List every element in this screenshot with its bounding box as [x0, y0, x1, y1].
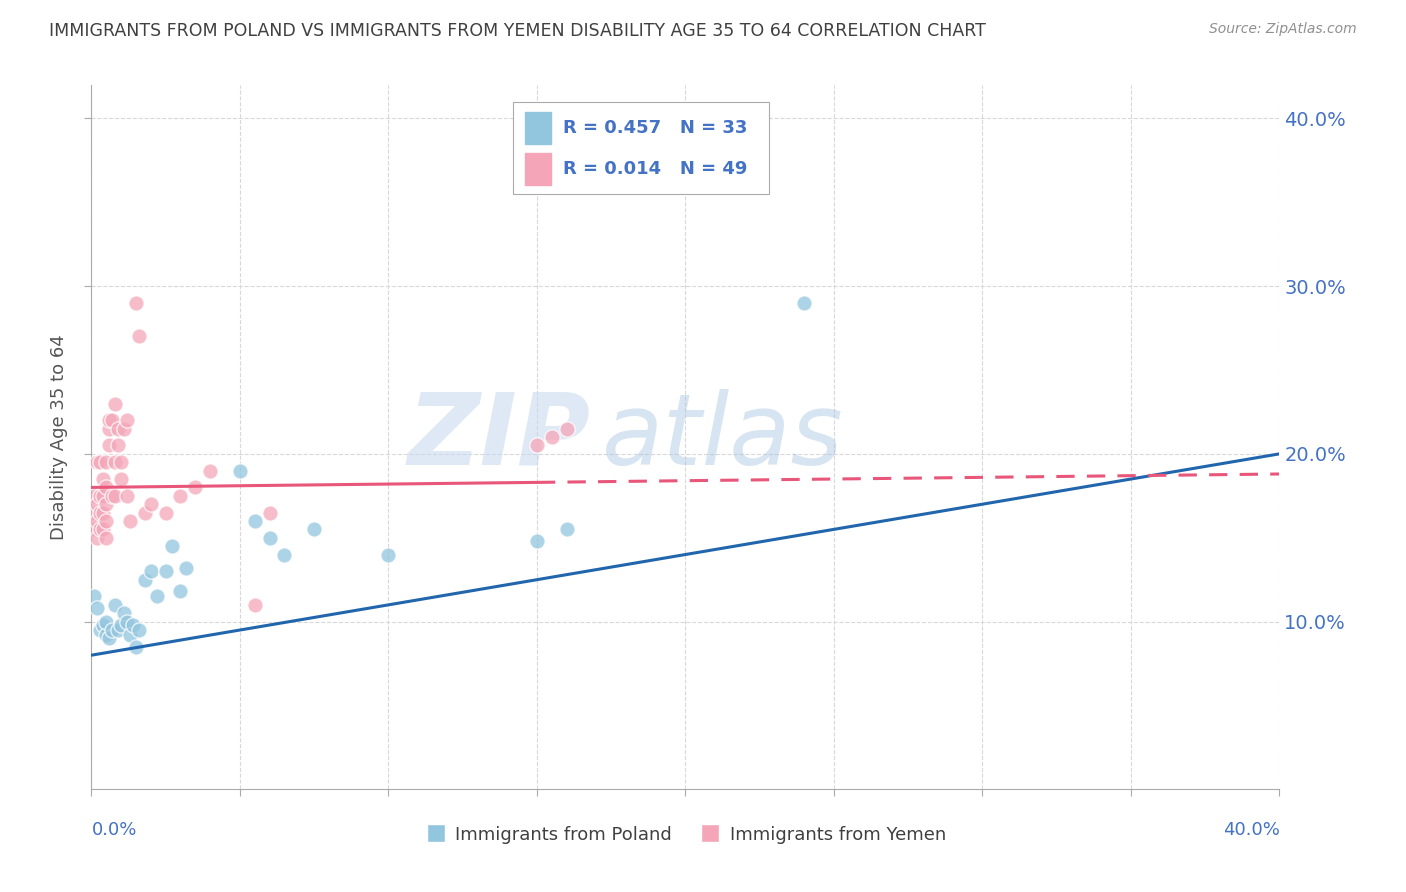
Point	[96, 455, 118, 469]
Point	[98, 413, 121, 427]
Point	[145, 590, 167, 604]
Point	[89, 455, 111, 469]
Point	[83, 590, 105, 604]
Point	[229, 464, 252, 478]
Point	[112, 422, 135, 436]
FancyBboxPatch shape	[513, 103, 769, 194]
Text: 0.0%: 0.0%	[91, 822, 136, 839]
Point	[96, 615, 118, 629]
Point	[104, 396, 127, 410]
Point	[169, 489, 191, 503]
Point	[96, 480, 118, 494]
Point	[118, 514, 141, 528]
Point	[91, 618, 114, 632]
Point	[107, 422, 129, 436]
Point	[89, 522, 111, 536]
Point	[134, 573, 156, 587]
Point	[793, 296, 815, 310]
Point	[540, 430, 562, 444]
Point	[139, 497, 162, 511]
Point	[104, 455, 127, 469]
Point	[110, 618, 132, 632]
Point	[104, 598, 127, 612]
Point	[83, 522, 105, 536]
Bar	[524, 112, 551, 144]
Point	[118, 628, 141, 642]
Point	[110, 455, 132, 469]
Point	[110, 472, 132, 486]
Point	[107, 438, 129, 452]
Point	[128, 623, 150, 637]
Point	[89, 489, 111, 503]
Point	[176, 561, 198, 575]
Point	[86, 514, 108, 528]
Point	[184, 480, 207, 494]
Point	[96, 497, 118, 511]
Point	[243, 598, 266, 612]
Point	[134, 506, 156, 520]
Point	[128, 329, 150, 343]
Point	[125, 640, 148, 654]
Text: atlas: atlas	[602, 389, 844, 485]
Point	[98, 438, 121, 452]
Point	[107, 623, 129, 637]
Text: Source: ZipAtlas.com: Source: ZipAtlas.com	[1209, 22, 1357, 37]
Point	[101, 623, 124, 637]
Point	[101, 413, 124, 427]
Point	[89, 623, 111, 637]
Point	[115, 489, 138, 503]
Point	[302, 522, 325, 536]
Point	[555, 522, 578, 536]
Point	[89, 506, 111, 520]
Point	[243, 514, 266, 528]
Point	[104, 489, 127, 503]
Point	[101, 489, 124, 503]
Legend: Immigrants from Poland, Immigrants from Yemen: Immigrants from Poland, Immigrants from …	[418, 819, 953, 851]
Point	[98, 422, 121, 436]
Point	[555, 422, 578, 436]
Point	[91, 472, 114, 486]
Point	[91, 522, 114, 536]
Point	[115, 615, 138, 629]
Point	[160, 539, 183, 553]
Point	[96, 514, 118, 528]
Point	[91, 489, 114, 503]
Point	[200, 464, 222, 478]
Point	[155, 506, 177, 520]
Point	[83, 489, 105, 503]
Point	[526, 534, 548, 549]
Point	[169, 584, 191, 599]
Point	[377, 548, 399, 562]
Text: 40.0%: 40.0%	[1223, 822, 1279, 839]
Point	[155, 564, 177, 578]
Point	[86, 601, 108, 615]
Text: R = 0.457   N = 33: R = 0.457 N = 33	[562, 119, 748, 136]
Point	[86, 497, 108, 511]
Point	[122, 618, 145, 632]
Text: IMMIGRANTS FROM POLAND VS IMMIGRANTS FROM YEMEN DISABILITY AGE 35 TO 64 CORRELAT: IMMIGRANTS FROM POLAND VS IMMIGRANTS FRO…	[49, 22, 986, 40]
Point	[96, 628, 118, 642]
Text: R = 0.014   N = 49: R = 0.014 N = 49	[562, 160, 748, 178]
Point	[91, 506, 114, 520]
Point	[115, 413, 138, 427]
Bar	[524, 153, 551, 185]
Point	[112, 607, 135, 621]
Text: ZIP: ZIP	[408, 389, 591, 485]
Point	[98, 632, 121, 646]
Point	[96, 531, 118, 545]
Point	[526, 438, 548, 452]
Point	[259, 506, 281, 520]
Point	[83, 506, 105, 520]
Point	[125, 296, 148, 310]
Point	[86, 455, 108, 469]
Point	[139, 564, 162, 578]
Y-axis label: Disability Age 35 to 64: Disability Age 35 to 64	[51, 334, 69, 540]
Point	[86, 531, 108, 545]
Point	[259, 531, 281, 545]
Point	[273, 548, 295, 562]
